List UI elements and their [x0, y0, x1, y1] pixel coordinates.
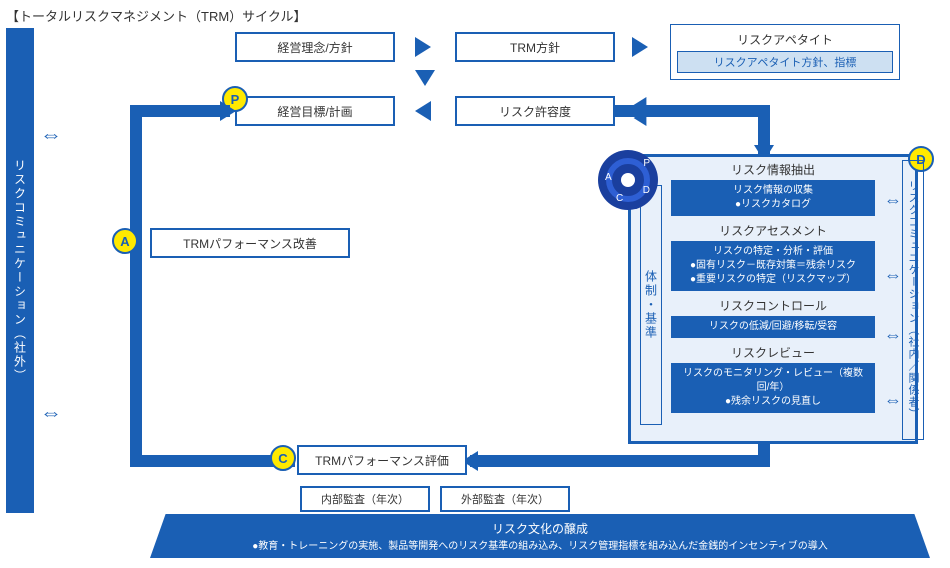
arrow-icon — [632, 37, 648, 57]
d-section: リスク情報抽出 リスク情報の収集●リスクカタログ リスクアセスメント リスクの特… — [628, 154, 918, 444]
taisei-bar: 体制・基準 — [640, 185, 662, 425]
pdca-icon: A P C D — [598, 150, 658, 210]
c-badge: C — [270, 445, 296, 471]
s1-detail: リスク情報の収集●リスクカタログ — [671, 180, 875, 216]
a-badge: A — [112, 228, 138, 254]
flow-line — [130, 105, 230, 117]
bidir-arrow-icon: ⇔ — [884, 190, 902, 211]
box-trm-policy: TRM方針 — [455, 32, 615, 62]
bottom-culture-bar: リスク文化の醸成 ●教育・トレーニングの実施、製品等開発へのリスク基準の組み込み… — [150, 514, 930, 558]
arrow-icon — [415, 37, 431, 57]
s2-detail: リスクの特定・分析・評価●固有リスク－既存対策＝残余リスク●重要リスクの特定（リ… — [671, 241, 875, 291]
appetite-title: リスクアペタイト — [677, 31, 893, 48]
box-external-audit: 外部監査（年次） — [440, 486, 570, 512]
appetite-sub: リスクアペタイト方針、指標 — [677, 51, 893, 73]
diagram-title: 【トータルリスクマネジメント（TRM）サイクル】 — [6, 6, 307, 25]
box-rinen: 経営理念/方針 — [235, 32, 395, 62]
appetite-box: リスクアペタイト リスクアペタイト方針、指標 — [670, 24, 900, 80]
box-allowance: リスク許容度 — [455, 96, 615, 126]
box-evaluation: TRMパフォーマンス評価 — [297, 445, 467, 475]
flow-line — [470, 455, 770, 467]
flow-line — [615, 105, 770, 117]
box-internal-audit: 内部監査（年次） — [300, 486, 430, 512]
bidir-arrow-icon: ⇔ — [40, 122, 62, 148]
arrow-icon — [220, 101, 236, 121]
right-communication-bar: リスクコミュニケーション（社内／関係者） — [902, 160, 924, 440]
s3-title: リスクコントロール — [671, 297, 875, 314]
arrow-icon — [415, 101, 431, 121]
box-mokuhyo: 経営目標/計画 — [235, 96, 395, 126]
bidir-arrow-icon: ⇔ — [40, 400, 62, 426]
bidir-arrow-icon: ⇔ — [884, 265, 902, 286]
s1-title: リスク情報抽出 — [671, 161, 875, 178]
box-improvement: TRMパフォーマンス改善 — [150, 228, 350, 258]
bottom-detail: ●教育・トレーニングの実施、製品等開発へのリスク基準の組み込み、リスク管理指標を… — [154, 537, 926, 552]
bidir-arrow-icon: ⇔ — [884, 390, 902, 411]
arrow-icon — [415, 70, 435, 86]
flow-line — [130, 105, 142, 455]
bidir-arrow-icon: ⇔ — [884, 325, 902, 346]
left-communication-bar: リスクコミュニケーション（社外） — [6, 28, 34, 513]
s2-title: リスクアセスメント — [671, 222, 875, 239]
s3-detail: リスクの低減/回避/移転/受容 — [671, 316, 875, 338]
bottom-title: リスク文化の醸成 — [154, 520, 926, 537]
s4-detail: リスクのモニタリング・レビュー（複数回/年）●残余リスクの見直し — [671, 363, 875, 413]
s4-title: リスクレビュー — [671, 344, 875, 361]
